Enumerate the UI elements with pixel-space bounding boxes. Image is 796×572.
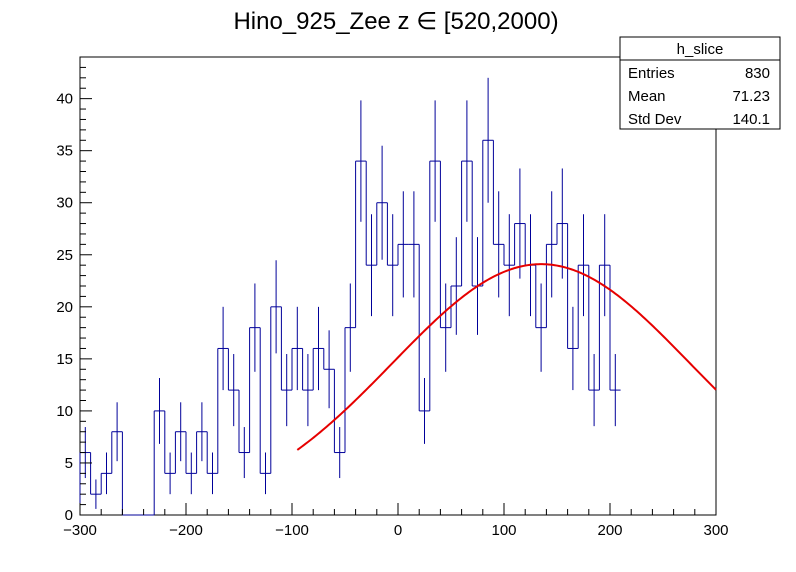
stats-entries-value: 830 [745, 65, 770, 82]
fit-layer [296, 263, 717, 451]
y-tick-label: 15 [56, 351, 73, 368]
y-tick-label: 10 [56, 403, 73, 420]
x-tick-label: 300 [703, 522, 728, 539]
x-tick-label: −300 [63, 522, 97, 539]
stats-box-name: h_slice [677, 41, 724, 58]
y-tick-label: 40 [56, 91, 73, 108]
axis-layer: −300 −200 −100 0 100 200 300 0 5 10 15 20 25 30 35 40 [56, 56, 729, 539]
stats-stddev-label: Std Dev [628, 111, 682, 128]
stats-box: h_slice Entries 830 Mean 71.23 Std Dev 1… [619, 36, 781, 130]
y-tick-label: 30 [56, 195, 73, 212]
x-tick-label: 0 [394, 522, 402, 539]
y-tick-label: 35 [56, 143, 73, 160]
stats-mean-label: Mean [628, 88, 666, 105]
x-tick-label: −200 [169, 522, 203, 539]
y-tick-label: 0 [65, 507, 73, 524]
stats-mean-value: 71.23 [732, 88, 770, 105]
stats-box-frame [619, 36, 781, 130]
chart-title: Hino_925_Zee z ∈ [520,2000) [233, 8, 558, 35]
fit-curve [296, 263, 717, 451]
y-tick-label: 5 [65, 455, 73, 472]
x-tick-label: 100 [491, 522, 516, 539]
x-tick-label: −100 [275, 522, 309, 539]
x-tick-label: 200 [597, 522, 622, 539]
y-tick-label: 25 [56, 247, 73, 264]
histogram-layer [79, 77, 621, 516]
stats-stddev-value: 140.1 [732, 111, 770, 128]
stats-entries-label: Entries [628, 65, 675, 82]
y-tick-label: 20 [56, 299, 73, 316]
